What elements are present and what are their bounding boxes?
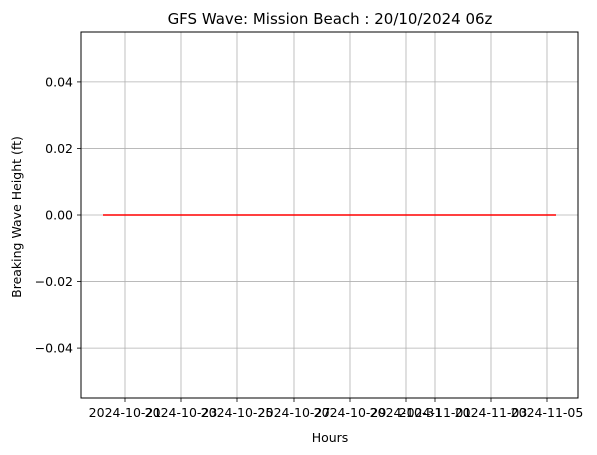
x-tick-label: 2024-10-21	[89, 405, 162, 420]
x-tick-label: 2024-11-05	[511, 405, 584, 420]
x-axis-label: Hours	[312, 430, 349, 445]
y-tick-label: −0.04	[35, 341, 73, 356]
x-tick-label: 2024-10-29	[314, 405, 387, 420]
chart-title: GFS Wave: Mission Beach : 20/10/2024 06z	[168, 10, 493, 28]
y-tick-label: 0.00	[45, 208, 73, 223]
x-tick-label: 2024-10-31	[370, 405, 443, 420]
y-axis: −0.04 −0.02 0.00 0.02 0.04	[35, 74, 81, 356]
y-tick-label: 0.02	[45, 141, 73, 156]
y-tick-label: 0.04	[45, 74, 73, 89]
x-axis: 2024-10-212024-10-232024-10-252024-10-27…	[89, 398, 584, 420]
x-tick-label: 2024-10-25	[201, 405, 274, 420]
x-tick-label: 2024-11-01	[399, 405, 472, 420]
x-tick-label: 2024-11-03	[455, 405, 528, 420]
y-tick-label: −0.02	[35, 274, 73, 289]
x-tick-label: 2024-10-23	[145, 405, 218, 420]
y-axis-label: Breaking Wave Height (ft)	[9, 136, 24, 298]
x-tick-label: 2024-10-27	[258, 405, 331, 420]
